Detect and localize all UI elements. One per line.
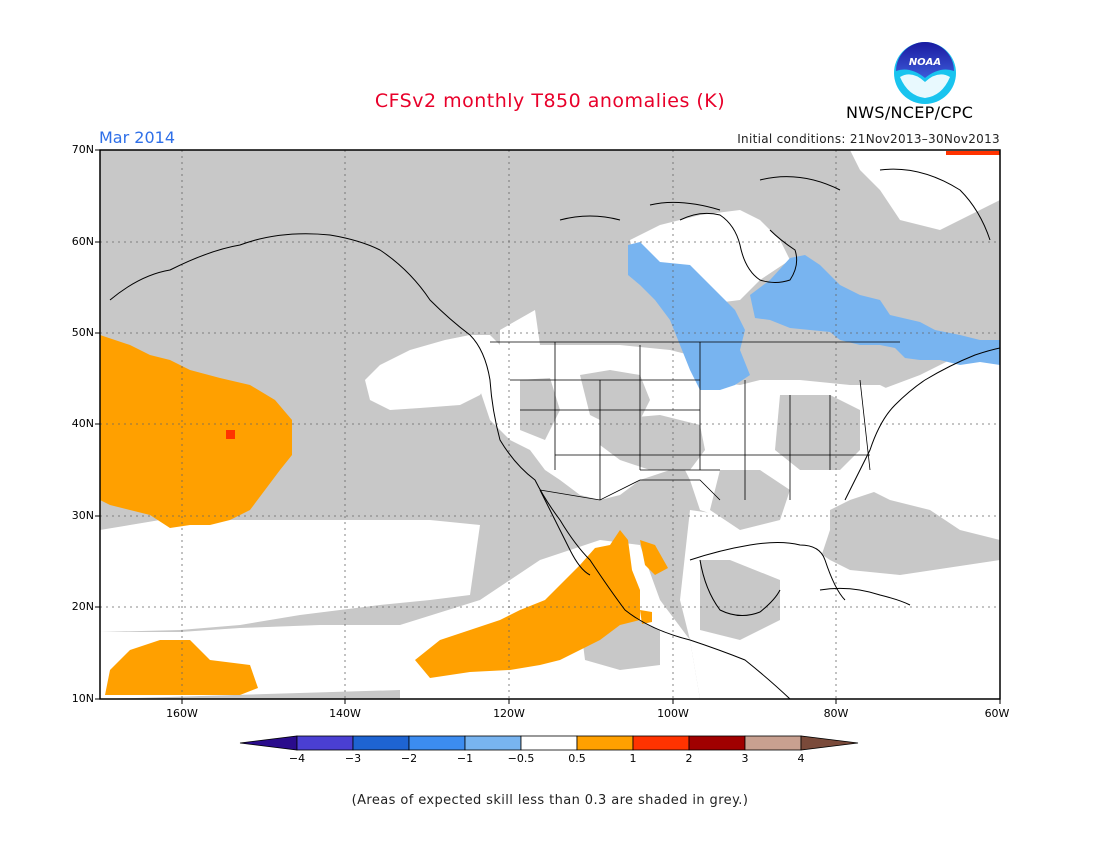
colorbar-swatch <box>632 735 690 751</box>
colorbar-swatch <box>520 735 578 751</box>
noaa-logo-text: NOAA <box>909 57 941 68</box>
lat-label: 40N <box>71 417 94 430</box>
colorbar-swatch <box>296 735 354 751</box>
skill-footnote: (Areas of expected skill less than 0.3 a… <box>351 793 749 808</box>
colorbar-label: 0.5 <box>568 752 586 765</box>
colorbar-swatch <box>576 735 634 751</box>
colorbar-swatch <box>352 735 410 751</box>
grey-patches <box>520 370 860 670</box>
colorbar-label: 1 <box>629 752 637 765</box>
colorbar-label: 4 <box>797 752 805 765</box>
cool-anomaly-regions <box>628 242 1000 390</box>
colorbar-label: 2 <box>685 752 693 765</box>
colorbar-label: −3 <box>344 752 362 765</box>
noaa-logo-icon: NOAA <box>894 42 956 104</box>
lon-label: 120W <box>493 707 525 720</box>
coastlines <box>109 168 1000 699</box>
colorbar-label: 3 <box>741 752 749 765</box>
lat-label: 50N <box>71 326 94 339</box>
colorbar-swatch <box>464 735 522 751</box>
colorbar-label: −0.5 <box>507 752 535 765</box>
lon-label: 80W <box>823 707 849 720</box>
colorbar-label: −4 <box>288 752 306 765</box>
lat-label: 30N <box>71 509 94 522</box>
warm-anomaly-regions <box>100 335 668 695</box>
strong-warm-spot <box>226 430 235 439</box>
lon-label: 60W <box>984 707 1010 720</box>
political-borders <box>490 341 900 501</box>
lon-label: 100W <box>657 707 689 720</box>
lat-label: 70N <box>71 143 94 156</box>
lat-label: 60N <box>71 235 94 248</box>
colorbar-label: −1 <box>456 752 474 765</box>
lat-label: 20N <box>71 600 94 613</box>
colorbar-swatch <box>408 735 466 751</box>
map-title: CFSv2 monthly T850 anomalies (K) <box>374 90 726 112</box>
colorbar-arrow-high <box>800 735 859 751</box>
lon-label: 140W <box>329 707 361 720</box>
colorbar <box>239 735 859 751</box>
strong-warm-edge <box>946 151 1000 155</box>
colorbar-swatch <box>744 735 802 751</box>
neutral-regions <box>100 150 1000 699</box>
initial-conditions: Initial conditions: 21Nov2013–30Nov2013 <box>737 132 1000 146</box>
lat-label: 10N <box>71 692 94 705</box>
forecast-month: Mar 2014 <box>99 128 175 147</box>
colorbar-swatch <box>688 735 746 751</box>
colorbar-arrow-low <box>239 735 298 751</box>
lon-label: 160W <box>166 707 198 720</box>
colorbar-label: −2 <box>400 752 418 765</box>
org-label: NWS/NCEP/CPC <box>846 103 974 122</box>
tick-marks <box>95 149 1001 704</box>
